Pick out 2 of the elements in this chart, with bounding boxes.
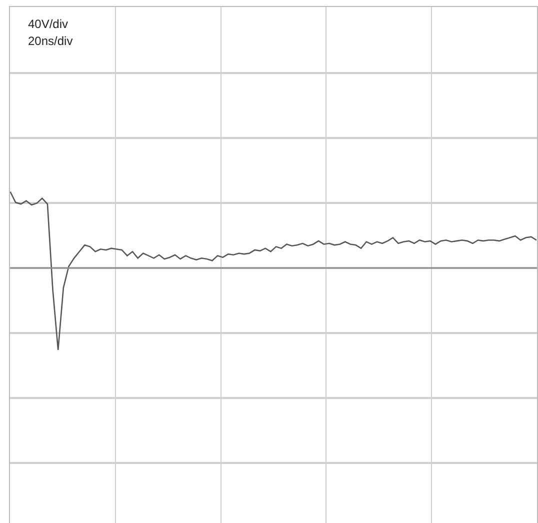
text: 40V/div [28, 17, 68, 31]
text: 20ns/div [28, 34, 73, 48]
